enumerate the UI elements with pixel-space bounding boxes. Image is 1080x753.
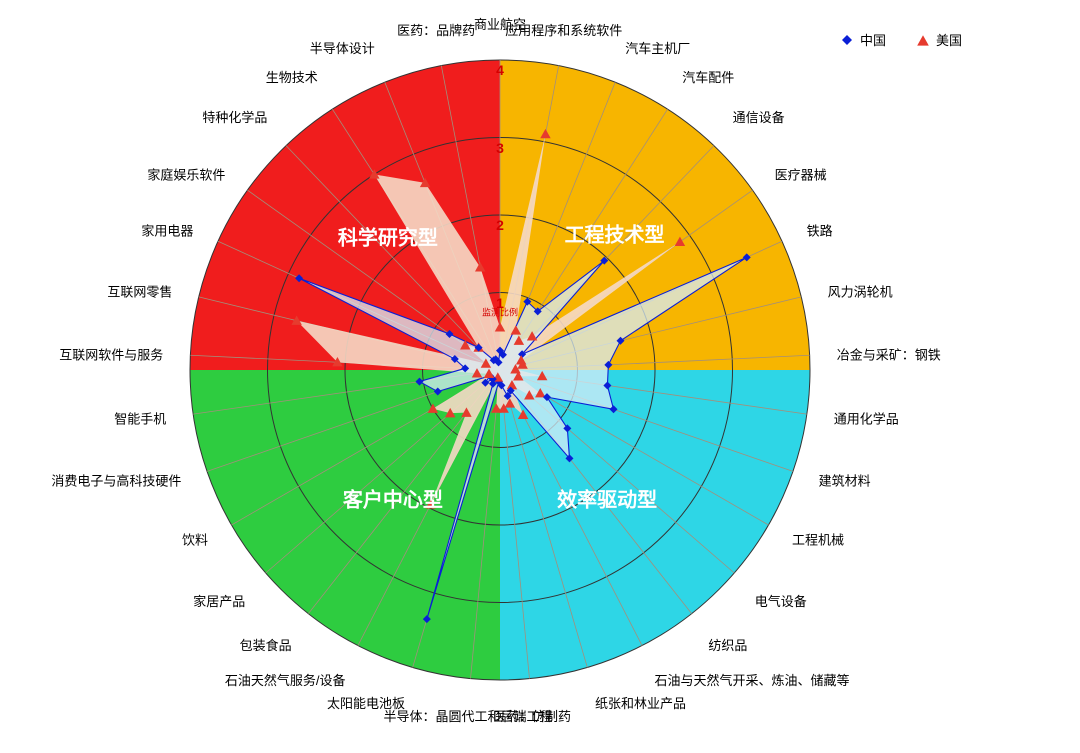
legend-label: 美国 [936,30,962,49]
legend-item: 美国 [916,30,962,49]
legend: 中国 美国 [840,30,962,49]
quadrant-bg [190,60,500,370]
chart-svg [0,0,1080,753]
center-label: 监测比例 [482,305,518,318]
marker-diamond [842,35,852,45]
legend-item: 中国 [840,30,886,49]
diamond-icon [840,33,854,47]
legend-label: 中国 [860,30,886,49]
triangle-icon [916,33,930,47]
marker-triangle [917,35,929,45]
radar-chart: 商业航空应用程序和系统软件汽车主机厂汽车配件通信设备医疗器械铁路风力涡轮机冶金与… [0,0,1080,753]
